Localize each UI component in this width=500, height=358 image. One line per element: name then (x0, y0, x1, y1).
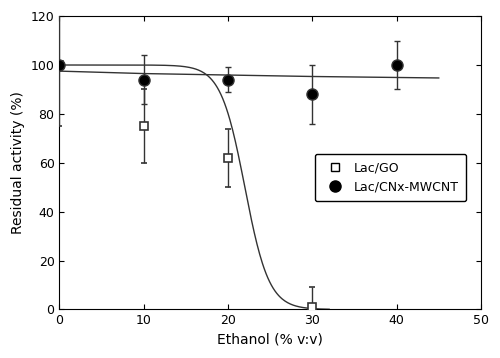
Y-axis label: Residual activity (%): Residual activity (%) (11, 91, 25, 234)
Legend: Lac/GO, Lac/CNx-MWCNT: Lac/GO, Lac/CNx-MWCNT (315, 154, 466, 201)
X-axis label: Ethanol (% v:v): Ethanol (% v:v) (217, 333, 323, 347)
